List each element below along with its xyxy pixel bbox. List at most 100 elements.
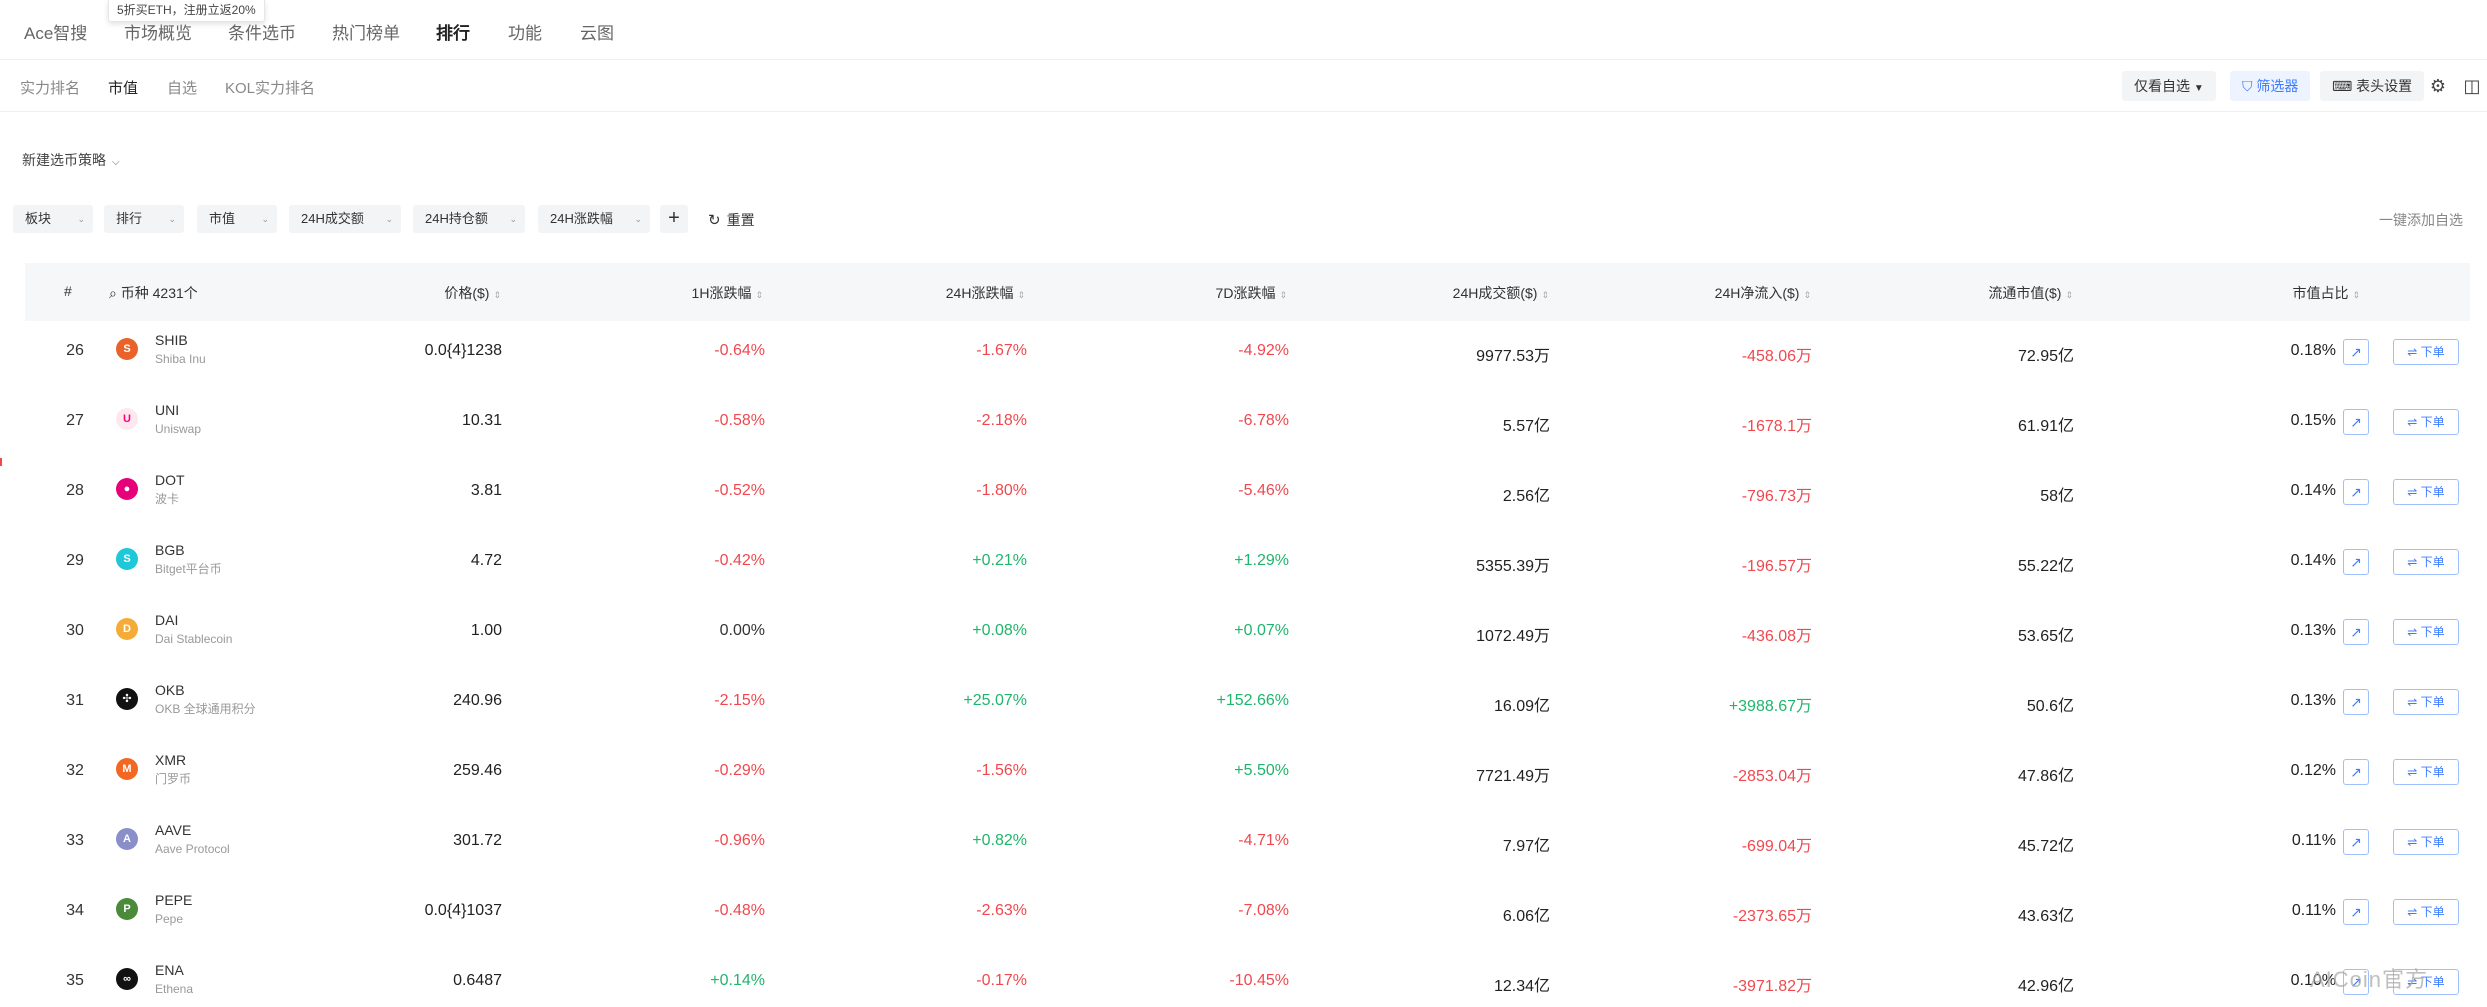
header-24h-volume[interactable]: 24H成交额($) ⇕: [1453, 283, 1549, 303]
header-price[interactable]: 价格($) ⇕: [444, 283, 501, 303]
price-cell: 301.72: [453, 832, 502, 849]
inflow-cell: -2373.65万: [1732, 908, 1812, 925]
table-row[interactable]: 35 ∞ ENA Ethena 0.6487 +0.14% -0.17% -10.45% 12.…: [0, 945, 2487, 1007]
change-1h-cell: -0.64%: [714, 342, 765, 359]
filter-24h-volume[interactable]: 24H成交额 ⌄: [289, 205, 401, 233]
tab-strength-ranking[interactable]: 实力排名: [20, 80, 81, 97]
filter-24h-open-interest[interactable]: 24H持仓额 ⌄: [413, 205, 525, 233]
filter-button[interactable]: ⛉ 筛选器: [2230, 71, 2311, 101]
place-order-button[interactable]: ⇌ 下单: [2393, 549, 2459, 575]
table-row[interactable]: 31 ✣ OKB OKB 全球通用积分 240.96 -2.15% +25.07% +152.…: [0, 665, 2487, 735]
coin-symbol[interactable]: PEPE: [155, 892, 193, 908]
place-order-button[interactable]: ⇌ 下单: [2393, 619, 2459, 645]
coin-name: Aave Protocol: [155, 842, 230, 856]
trend-chart-icon[interactable]: ↗: [2343, 549, 2369, 575]
trend-chart-icon[interactable]: ↗: [2343, 409, 2369, 435]
filter-rank[interactable]: 排行 ⌄: [104, 205, 184, 233]
header-share[interactable]: 市值占比 ⇕: [2292, 283, 2360, 303]
place-order-button[interactable]: ⇌ 下单: [2393, 899, 2459, 925]
chevron-down-icon: ⌄: [385, 214, 393, 224]
header-market-cap[interactable]: 流通市值($) ⇕: [1988, 283, 2073, 303]
coin-symbol[interactable]: OKB: [155, 682, 185, 698]
add-filter-button[interactable]: +: [660, 205, 688, 233]
nav-hot-lists[interactable]: 热门榜单: [332, 24, 400, 43]
tab-kol-ranking[interactable]: KOL实力排名: [225, 80, 316, 97]
place-order-button[interactable]: ⇌ 下单: [2393, 759, 2459, 785]
table-row[interactable]: 33 A AAVE Aave Protocol 301.72 -0.96% +0.82% -4…: [0, 805, 2487, 875]
table-row[interactable]: 26 S SHIB Shiba Inu 0.0{4}1238 -0.64% -1.67% -4…: [0, 315, 2487, 385]
coin-symbol[interactable]: DAI: [155, 612, 179, 628]
trend-chart-icon[interactable]: ↗: [2343, 969, 2369, 995]
trend-chart-icon[interactable]: ↗: [2343, 899, 2369, 925]
filter-sector[interactable]: 板块 ⌄: [13, 205, 93, 233]
nav-ace-search[interactable]: Ace智搜: [24, 24, 88, 43]
table-row[interactable]: 30 D DAI Dai Stablecoin 1.00 0.00% +0.08% +0.07…: [0, 595, 2487, 665]
trend-chart-icon[interactable]: ↗: [2343, 759, 2369, 785]
place-order-button[interactable]: ⇌ 下单: [2393, 479, 2459, 505]
header-24h-change[interactable]: 24H涨跌幅 ⇕: [946, 283, 1025, 303]
sort-icon: ⇕: [1017, 290, 1025, 300]
coin-symbol[interactable]: ENA: [155, 962, 184, 978]
coin-symbol[interactable]: UNI: [155, 402, 180, 418]
tab-watchlist[interactable]: 自选: [167, 80, 198, 97]
rank-cell: 27: [66, 412, 84, 429]
table-row[interactable]: 27 U UNI Uniswap 10.31 -0.58% -2.18% -6.78% 5.57…: [0, 385, 2487, 455]
coin-symbol[interactable]: BGB: [155, 542, 185, 558]
change-24h-cell: +0.21%: [972, 552, 1027, 569]
coin-symbol[interactable]: XMR: [155, 752, 187, 768]
market-cap-cell: 61.91亿: [2017, 418, 2074, 435]
nav-cloud-map[interactable]: 云图: [580, 24, 614, 43]
refresh-icon: ↻: [708, 212, 721, 229]
coin-symbol[interactable]: SHIB: [155, 332, 188, 348]
header-coin-label: 币种 4231个: [120, 285, 198, 301]
trend-chart-icon[interactable]: ↗: [2343, 829, 2369, 855]
trend-chart-icon[interactable]: ↗: [2343, 339, 2369, 365]
place-order-button[interactable]: ⇌ 下单: [2393, 339, 2459, 365]
header-1h-change[interactable]: 1H涨跌幅 ⇕: [692, 283, 763, 303]
coin-logo-icon: ✣: [116, 688, 138, 710]
table-row[interactable]: 29 S BGB Bitget平台币 4.72 -0.42% +0.21% +1.29% 535…: [0, 525, 2487, 595]
table-row[interactable]: 32 M XMR 门罗币 259.46 -0.29% -1.56% +5.50% 7721.49…: [0, 735, 2487, 805]
table-row[interactable]: 34 P PEPE Pepe 0.0{4}1037 -0.48% -2.63% -7.08% 6…: [0, 875, 2487, 945]
nav-condition-picker[interactable]: 条件选币: [228, 24, 296, 43]
place-order-button[interactable]: ⇌ 下单: [2393, 689, 2459, 715]
place-order-button[interactable]: ⇌ 下单: [2393, 409, 2459, 435]
reset-button[interactable]: ↻ 重置: [708, 210, 755, 230]
edge-marker: [0, 458, 2, 466]
table-row[interactable]: 28 ● DOT 波卡 3.81 -0.52% -1.80% -5.46% 2.56亿 -796.…: [0, 455, 2487, 525]
change-7d-cell: -7.08%: [1238, 902, 1289, 919]
filter-button-label: 筛选器: [2256, 78, 2299, 94]
tab-market-cap[interactable]: 市值: [108, 80, 139, 97]
place-order-button[interactable]: ⇌ 下单: [2393, 829, 2459, 855]
chevron-down-icon: ⌄: [168, 214, 176, 224]
volume-cell: 9977.53万: [1476, 348, 1550, 365]
promo-tooltip[interactable]: 5折买ETH，注册立返20%: [108, 0, 265, 22]
nav-market-overview[interactable]: 市场概览: [124, 24, 192, 43]
coin-symbol[interactable]: AAVE: [155, 822, 192, 838]
coin-search[interactable]: ⌕ 币种 4231个: [109, 283, 198, 303]
trend-chart-icon[interactable]: ↗: [2343, 479, 2369, 505]
header-24h-inflow[interactable]: 24H净流入($) ⇕: [1715, 283, 1811, 303]
market-cap-cell: 55.22亿: [2017, 558, 2074, 575]
new-strategy-dropdown[interactable]: 新建选币策略 ⌵: [22, 150, 120, 170]
filter-24h-change[interactable]: 24H涨跌幅 ⌄: [538, 205, 650, 233]
volume-cell: 1072.49万: [1476, 628, 1550, 645]
header-7d-change[interactable]: 7D涨跌幅 ⇕: [1216, 283, 1287, 303]
nav-ranking[interactable]: 排行: [436, 24, 470, 43]
place-order-button[interactable]: ⇌ 下单: [2393, 969, 2459, 995]
top-navigation: Ace智搜 市场概览 条件选币 热门榜单 排行 功能 云图 5折买ETH，注册立…: [0, 0, 2487, 60]
chevron-down-icon: ⌵: [112, 157, 120, 168]
change-7d-cell: +5.50%: [1234, 762, 1289, 779]
trend-chart-icon[interactable]: ↗: [2343, 689, 2369, 715]
add-all-watchlist-button[interactable]: 一键添加自选: [2379, 212, 2463, 228]
header-settings-button[interactable]: ⌨ 表头设置: [2320, 71, 2425, 101]
market-cap-cell: 47.86亿: [2017, 768, 2074, 785]
coin-symbol[interactable]: DOT: [155, 472, 185, 488]
gear-icon[interactable]: ⚙: [2429, 76, 2447, 96]
nav-features[interactable]: 功能: [508, 24, 542, 43]
layout-icon[interactable]: ◫: [2463, 76, 2481, 96]
filter-market-cap[interactable]: 市值 ⌄: [197, 205, 277, 233]
only-watchlist-dropdown[interactable]: 仅看自选 ▼: [2122, 71, 2216, 101]
volume-cell: 12.34亿: [1493, 978, 1550, 995]
trend-chart-icon[interactable]: ↗: [2343, 619, 2369, 645]
